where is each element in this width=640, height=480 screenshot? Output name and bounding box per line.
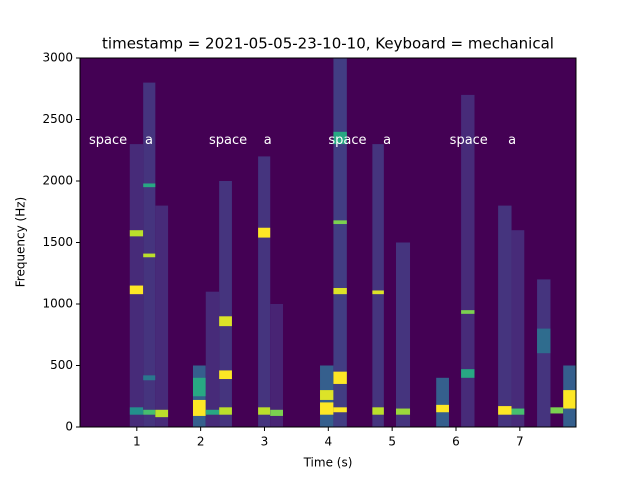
spectrogram-cell xyxy=(372,290,384,295)
y-tick-label: 2000 xyxy=(42,174,73,188)
spectrogram-cell xyxy=(498,205,512,427)
annotation: space xyxy=(328,133,366,148)
spectrogram-cell xyxy=(219,316,232,327)
annotation: a xyxy=(508,133,516,148)
annotation: s xyxy=(576,133,583,148)
spectrogram-cell xyxy=(333,371,347,384)
spectrogram-cell xyxy=(333,407,347,413)
spectrogram-cell xyxy=(219,181,232,427)
spectrogram-cell xyxy=(333,288,347,295)
chart-title: timestamp = 2021-05-05-23-10-10, Keyboar… xyxy=(102,35,554,53)
spectrogram-cell xyxy=(461,94,475,427)
spectrogram-cell xyxy=(258,407,271,415)
y-axis-label: Frequency (Hz) xyxy=(14,197,28,288)
annotation: a xyxy=(383,133,391,148)
spectrogram-cell xyxy=(205,409,220,415)
spectrogram-cell xyxy=(436,377,449,427)
spectrogram-cell xyxy=(129,285,144,295)
axes: 1 2 3 4 5 6 7 0 500 1000 1500 2000 2500 3000 xyxy=(42,51,577,449)
spectrogram-cell xyxy=(205,291,220,427)
spectrogram-cell xyxy=(129,407,144,415)
x-tick-label: 2 xyxy=(197,435,205,449)
x-tick-label: 3 xyxy=(261,435,269,449)
spectrogram-cell xyxy=(395,242,411,427)
annotation: space xyxy=(209,133,247,148)
spectrogram-cell xyxy=(155,205,169,427)
annotation: a xyxy=(145,133,153,148)
spectrogram-cell xyxy=(320,402,334,415)
y-tick-label: 2500 xyxy=(42,112,73,126)
spectrogram-cell xyxy=(511,408,525,415)
spectrogram-cell xyxy=(155,409,169,418)
spectrogram-cell xyxy=(143,375,156,381)
y-tick-label: 0 xyxy=(65,420,73,434)
annotation: a xyxy=(264,133,272,148)
spectrogram-cell xyxy=(258,227,271,238)
annotation: space xyxy=(450,133,488,148)
x-tick-label: 7 xyxy=(516,435,524,449)
x-axis-label: Time (s) xyxy=(303,456,353,470)
spectrogram-cell xyxy=(258,156,271,427)
annotation: space xyxy=(89,133,127,148)
plot-area: space a space a space a space a s xyxy=(80,58,583,427)
spectrogram-cell xyxy=(395,408,411,415)
x-tick-label: 6 xyxy=(452,435,460,449)
spectrogram-cell xyxy=(219,407,232,415)
spectrogram-cell xyxy=(219,370,232,380)
spectrogram-cell xyxy=(461,369,475,378)
spectrogram-cell xyxy=(320,390,334,400)
spectrogram-cell xyxy=(270,409,283,416)
y-tick-label: 3000 xyxy=(42,51,73,65)
x-tick-label: 4 xyxy=(324,435,332,449)
y-tick-label: 1000 xyxy=(42,297,73,311)
spectrogram-cell xyxy=(461,310,475,314)
spectrogram-cell xyxy=(333,220,347,225)
spectrogram-cell xyxy=(511,230,525,427)
spectrogram-cell xyxy=(129,230,144,237)
spectrogram-cell xyxy=(333,131,347,145)
spectrogram-cell xyxy=(270,304,283,427)
spectrogram-cell xyxy=(372,144,384,427)
spectrogram-cell xyxy=(143,183,156,188)
spectrogram-cell xyxy=(537,328,551,354)
y-tick-label: 1500 xyxy=(42,235,73,249)
y-tick-label: 500 xyxy=(50,358,73,372)
spectrogram-cell xyxy=(192,377,206,397)
spectrogram-cell xyxy=(563,390,576,409)
x-tick-label: 5 xyxy=(388,435,396,449)
spectrogram-cell xyxy=(436,404,449,413)
spectrogram-cell xyxy=(143,253,156,258)
x-tick-label: 1 xyxy=(133,435,141,449)
spectrogram-cell xyxy=(550,407,564,414)
spectrogram-cell xyxy=(372,407,384,415)
spectrogram-cell xyxy=(143,409,156,415)
spectrogram-cell xyxy=(333,58,347,427)
spectrogram-cell xyxy=(192,399,206,416)
spectrogram-cell xyxy=(498,406,512,415)
